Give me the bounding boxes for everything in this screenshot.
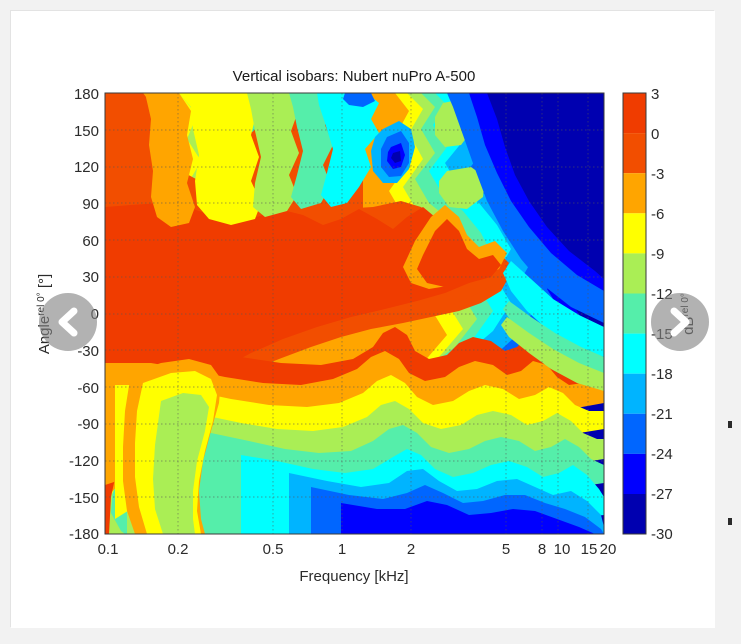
xtick-0.1: 0.1 [98,541,119,558]
cb-band--21to-18 [623,373,646,414]
xtick-10: 10 [554,541,571,558]
level-0to3 [105,203,497,534]
cb-band--18to-15 [623,333,646,374]
cb-band--12to-9 [623,253,646,294]
y-axis-title-unit: [°] [36,274,53,293]
cbtick--6: -6 [651,206,664,223]
scroll-marker-top[interactable] [728,421,732,428]
chart-title: Vertical isobars: Nubert nuPro A-500 [233,68,476,85]
gridlines [105,93,604,534]
cbtick--18: -18 [651,366,673,383]
upper-left-green [247,93,299,217]
ytick--30: -30 [77,343,99,360]
cb-band--24to-21 [623,413,646,454]
deep-null-darkest [391,151,401,163]
cbtick--21: -21 [651,406,673,423]
plot-frame [104,92,605,535]
upper-left-yellow [179,93,261,225]
xtick-0.5: 0.5 [263,541,284,558]
chevron-right-icon [670,307,690,337]
xtick-15: 15 [581,541,598,558]
colorbar-frame [622,92,647,535]
scroll-marker-bottom[interactable] [728,518,732,525]
prev-image-button[interactable] [39,293,97,351]
cbtick-0: 0 [651,126,659,143]
ytick-60: 60 [82,233,99,250]
ytick--90: -90 [77,416,99,433]
contour-field [105,93,604,534]
isobar-chart: Vertical isobars: Nubert nuPro A-500 [11,11,715,628]
y-axis-title-sub: rel 0° [36,292,47,315]
chevron-left-icon [58,307,78,337]
next-image-button[interactable] [651,293,709,351]
figure-card: Vertical isobars: Nubert nuPro A-500 [10,10,715,628]
x-axis: 0.1 0.2 0.5 1 2 5 8 10 15 20 Frequency [… [98,541,617,585]
ytick-180: 180 [74,86,99,103]
lower-blue-darkest [341,501,595,534]
cbtick--3: -3 [651,166,664,183]
right-band-yellowgreen [501,317,604,391]
xtick-20: 20 [600,541,617,558]
ytick--150: -150 [69,490,99,507]
mid-peak-red [417,219,501,287]
cb-band--6to-3 [623,173,646,214]
xtick-0.2: 0.2 [168,541,189,558]
upper-left-orange [145,93,195,227]
cbtick--24: -24 [651,446,673,463]
ytick-150: 150 [74,123,99,140]
cb-band--27to-24 [623,453,646,494]
cbtick-3: 3 [651,86,659,103]
x-axis-title: Frequency [kHz] [299,568,408,585]
cb-band--30to-27 [623,494,646,534]
cbtick--30: -30 [651,526,673,543]
upper-mid-cyan [317,93,379,207]
cbtick--27: -27 [651,486,673,503]
ytick--180: -180 [69,526,99,543]
upper-mid-teal [289,93,335,209]
upper-right-blue2 [447,93,604,323]
cbtick--9: -9 [651,246,664,263]
upper-right-blue1 [463,93,604,311]
ytick-30: 30 [82,269,99,286]
xtick-1: 1 [338,541,346,558]
ytick--60: -60 [77,380,99,397]
right-band-green [503,301,604,377]
cb-band--9to-6 [623,213,646,254]
xtick-5: 5 [502,541,510,558]
upper-green-island2 [439,167,485,209]
xtick-2: 2 [407,541,415,558]
ytick--120: -120 [69,453,99,470]
ytick-90: 90 [82,196,99,213]
cb-band-0to3 [623,93,646,134]
upper-blue-blob [343,93,375,107]
cb-band--3to0 [623,133,646,174]
xtick-8: 8 [538,541,546,558]
upper-right-cyan [503,261,604,357]
cb-band--15to-12 [623,293,646,334]
left-lobe-green [153,393,209,534]
colorbar-gradient [623,93,646,534]
ytick-120: 120 [74,159,99,176]
